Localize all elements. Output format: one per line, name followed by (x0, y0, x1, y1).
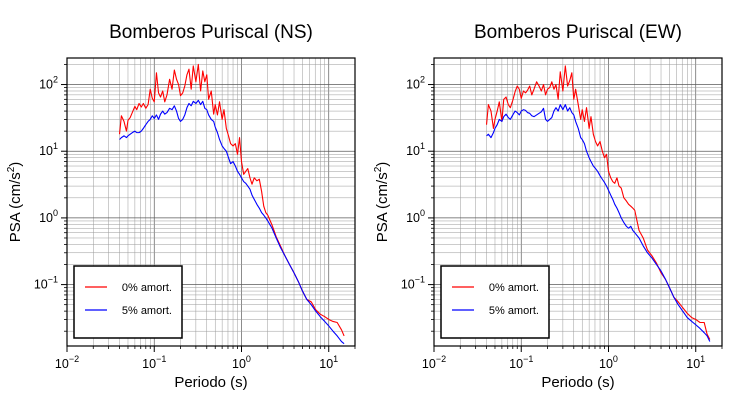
chart-title: Bomberos Puriscal (NS) (109, 22, 313, 43)
legend-label: 5% amort. (122, 305, 172, 317)
y-axis-label: PSA (cm/s2) (373, 162, 391, 243)
series-line-undamped (485, 65, 711, 340)
legend-label: 5% amort. (489, 305, 539, 317)
legend-label: 0% amort. (489, 282, 539, 294)
x-tick-label: 101 (686, 354, 705, 371)
chart-panel-1: 10−2 10−1 100 101 10−1 100 101 102 Bomberos Puri… (6, 22, 356, 391)
chart-title: Bomberos Puriscal (EW) (474, 22, 682, 43)
x-tick-label: 10−1 (142, 354, 166, 371)
series-line-damped (119, 99, 345, 345)
x-axis-label: Periodo (s) (541, 374, 614, 391)
y-tick-label: 101 (39, 141, 58, 158)
x-tick-label: 100 (232, 354, 251, 371)
y-axis-label: PSA (cm/s2) (6, 162, 24, 243)
y-tick-label: 102 (406, 75, 425, 92)
y-tick-label: 101 (406, 141, 425, 158)
legend-box (73, 265, 183, 339)
plot-frame (433, 57, 723, 347)
chart-panel-2: 10−2 10−1 100 101 10−1 100 101 102 Bomberos Puri… (373, 22, 723, 391)
x-tick-label: 10−2 (422, 354, 446, 371)
x-tick-label: 100 (599, 354, 618, 371)
x-tick-label: 10−2 (55, 354, 79, 371)
y-tick-label: 100 (406, 208, 425, 225)
x-tick-label: 10−1 (509, 354, 533, 371)
y-tick-label: 102 (39, 75, 58, 92)
y-tick-label: 100 (39, 208, 58, 225)
plot-frame (66, 57, 356, 347)
legend-label: 0% amort. (122, 282, 172, 294)
y-tick-label: 10−1 (34, 275, 58, 292)
legend: 0% amort. 5% amort. (440, 265, 550, 339)
legend: 0% amort. 5% amort. (73, 265, 183, 339)
series-line-damped (486, 104, 711, 342)
legend-box (440, 265, 550, 339)
y-tick-label: 10−1 (401, 275, 425, 292)
x-tick-label: 101 (319, 354, 338, 371)
x-axis-label: Periodo (s) (174, 374, 247, 391)
